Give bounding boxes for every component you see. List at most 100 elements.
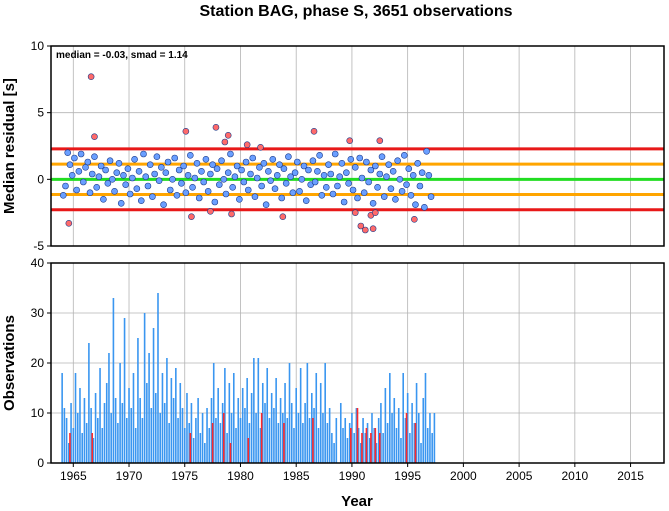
residual-point <box>412 201 419 208</box>
residual-point <box>120 172 127 179</box>
residual-point <box>287 173 294 180</box>
residual-point <box>367 166 375 174</box>
observations-y-axis-label: Observations <box>1 315 18 411</box>
residual-point <box>405 165 413 172</box>
residual-point <box>129 174 136 182</box>
residual-point <box>409 172 417 179</box>
year-x-tick-label: 2000 <box>450 469 477 483</box>
residual-point <box>273 172 281 179</box>
year-x-tick-label: 1985 <box>283 469 310 483</box>
residual-point <box>343 169 350 176</box>
residual-point <box>131 156 138 163</box>
residual-point <box>354 194 361 202</box>
year-x-tick-label: 1970 <box>116 469 143 483</box>
year-x-tick-label: 2010 <box>561 469 588 483</box>
residual-point <box>389 168 397 175</box>
residual-point <box>407 192 415 199</box>
residual-point <box>88 170 96 178</box>
year-x-tick-label: 2015 <box>617 469 644 483</box>
residual-point <box>253 174 261 182</box>
residual-point <box>331 150 339 158</box>
residual-point <box>73 186 80 194</box>
residual-point <box>227 150 234 158</box>
outlier-point <box>369 225 377 232</box>
residual-point <box>200 178 207 186</box>
residual-point <box>104 180 112 187</box>
residual-point <box>144 182 152 190</box>
residual-point <box>338 160 346 167</box>
residual-point <box>189 184 196 191</box>
residual-point <box>351 164 359 171</box>
residual-point <box>64 149 72 156</box>
residual-point <box>296 188 303 195</box>
residual-point <box>267 177 274 184</box>
residual-point <box>191 174 199 182</box>
year-x-ticks: 1965 1970 1975 1980 1985 1990 1995 2000 2005 2010… <box>60 463 644 483</box>
observations-y-tick-label: 0 <box>37 456 44 470</box>
residual-point <box>109 176 116 183</box>
outlier-point <box>221 138 229 146</box>
outlier-point <box>91 133 98 140</box>
residual-point <box>149 193 156 200</box>
residual-point <box>175 166 183 174</box>
residual-point <box>158 164 165 171</box>
residual-point <box>247 170 254 178</box>
observation-bars <box>61 293 436 463</box>
residual-point <box>133 185 141 192</box>
residual-point <box>204 188 212 195</box>
residual-point <box>135 168 143 175</box>
residual-point <box>218 157 225 164</box>
residual-point <box>314 168 321 175</box>
residual-point <box>394 157 401 164</box>
residual-point <box>349 186 357 194</box>
residual-point <box>262 201 270 208</box>
outlier-point <box>65 220 73 227</box>
residual-point <box>260 160 268 167</box>
residual-point <box>276 161 283 168</box>
chart-title: Station BAG, phase S, 3651 observations <box>200 3 513 20</box>
outlier-point <box>279 213 287 220</box>
outlier-point <box>362 226 369 234</box>
outlier-point <box>182 128 190 135</box>
outlier-point <box>228 210 235 218</box>
residual-point <box>171 154 179 162</box>
residual-point <box>166 186 174 194</box>
observations-y-tick-label: 30 <box>31 306 45 320</box>
residual-point <box>97 162 105 170</box>
residual-point <box>291 169 299 176</box>
residual-point <box>207 170 214 178</box>
residual-point <box>137 197 145 204</box>
residual-point <box>336 173 343 180</box>
residual-point <box>298 176 306 183</box>
year-x-tick-label: 1965 <box>60 469 87 483</box>
residual-point <box>421 204 428 211</box>
residual-point <box>258 182 265 190</box>
residual-point <box>360 189 368 196</box>
residual-point <box>59 192 67 199</box>
observations-y-tick-label: 10 <box>31 406 45 420</box>
residual-point <box>140 150 147 158</box>
residual-point <box>271 185 279 192</box>
residual-point <box>142 173 150 180</box>
year-x-tick-label: 1990 <box>339 469 366 483</box>
residual-point <box>66 161 74 168</box>
residual-point <box>91 153 98 160</box>
residual-point <box>124 165 132 172</box>
outlier-point <box>372 209 379 216</box>
outlier-point <box>207 208 214 215</box>
residual-point <box>233 162 241 170</box>
residual-point <box>320 172 328 179</box>
residual-point <box>425 172 433 179</box>
residual-point <box>155 177 163 184</box>
residual-point <box>302 197 310 204</box>
residual-point <box>202 156 210 163</box>
residual-point <box>401 152 408 159</box>
observations-panel: 0 10 20 30 40 1965 1970 1975 1980 1985 1990 1995 20… <box>1 256 665 510</box>
observations-y-ticks: 0 10 20 30 40 <box>31 256 51 470</box>
residual-point <box>334 182 341 190</box>
residual-point <box>162 169 170 176</box>
residual-point <box>95 173 103 180</box>
residual-point <box>365 178 372 186</box>
residual-panel: median = -0.03, smad = 1.14 -5 0 5 10 Media… <box>1 39 665 253</box>
residual-point <box>396 176 404 183</box>
